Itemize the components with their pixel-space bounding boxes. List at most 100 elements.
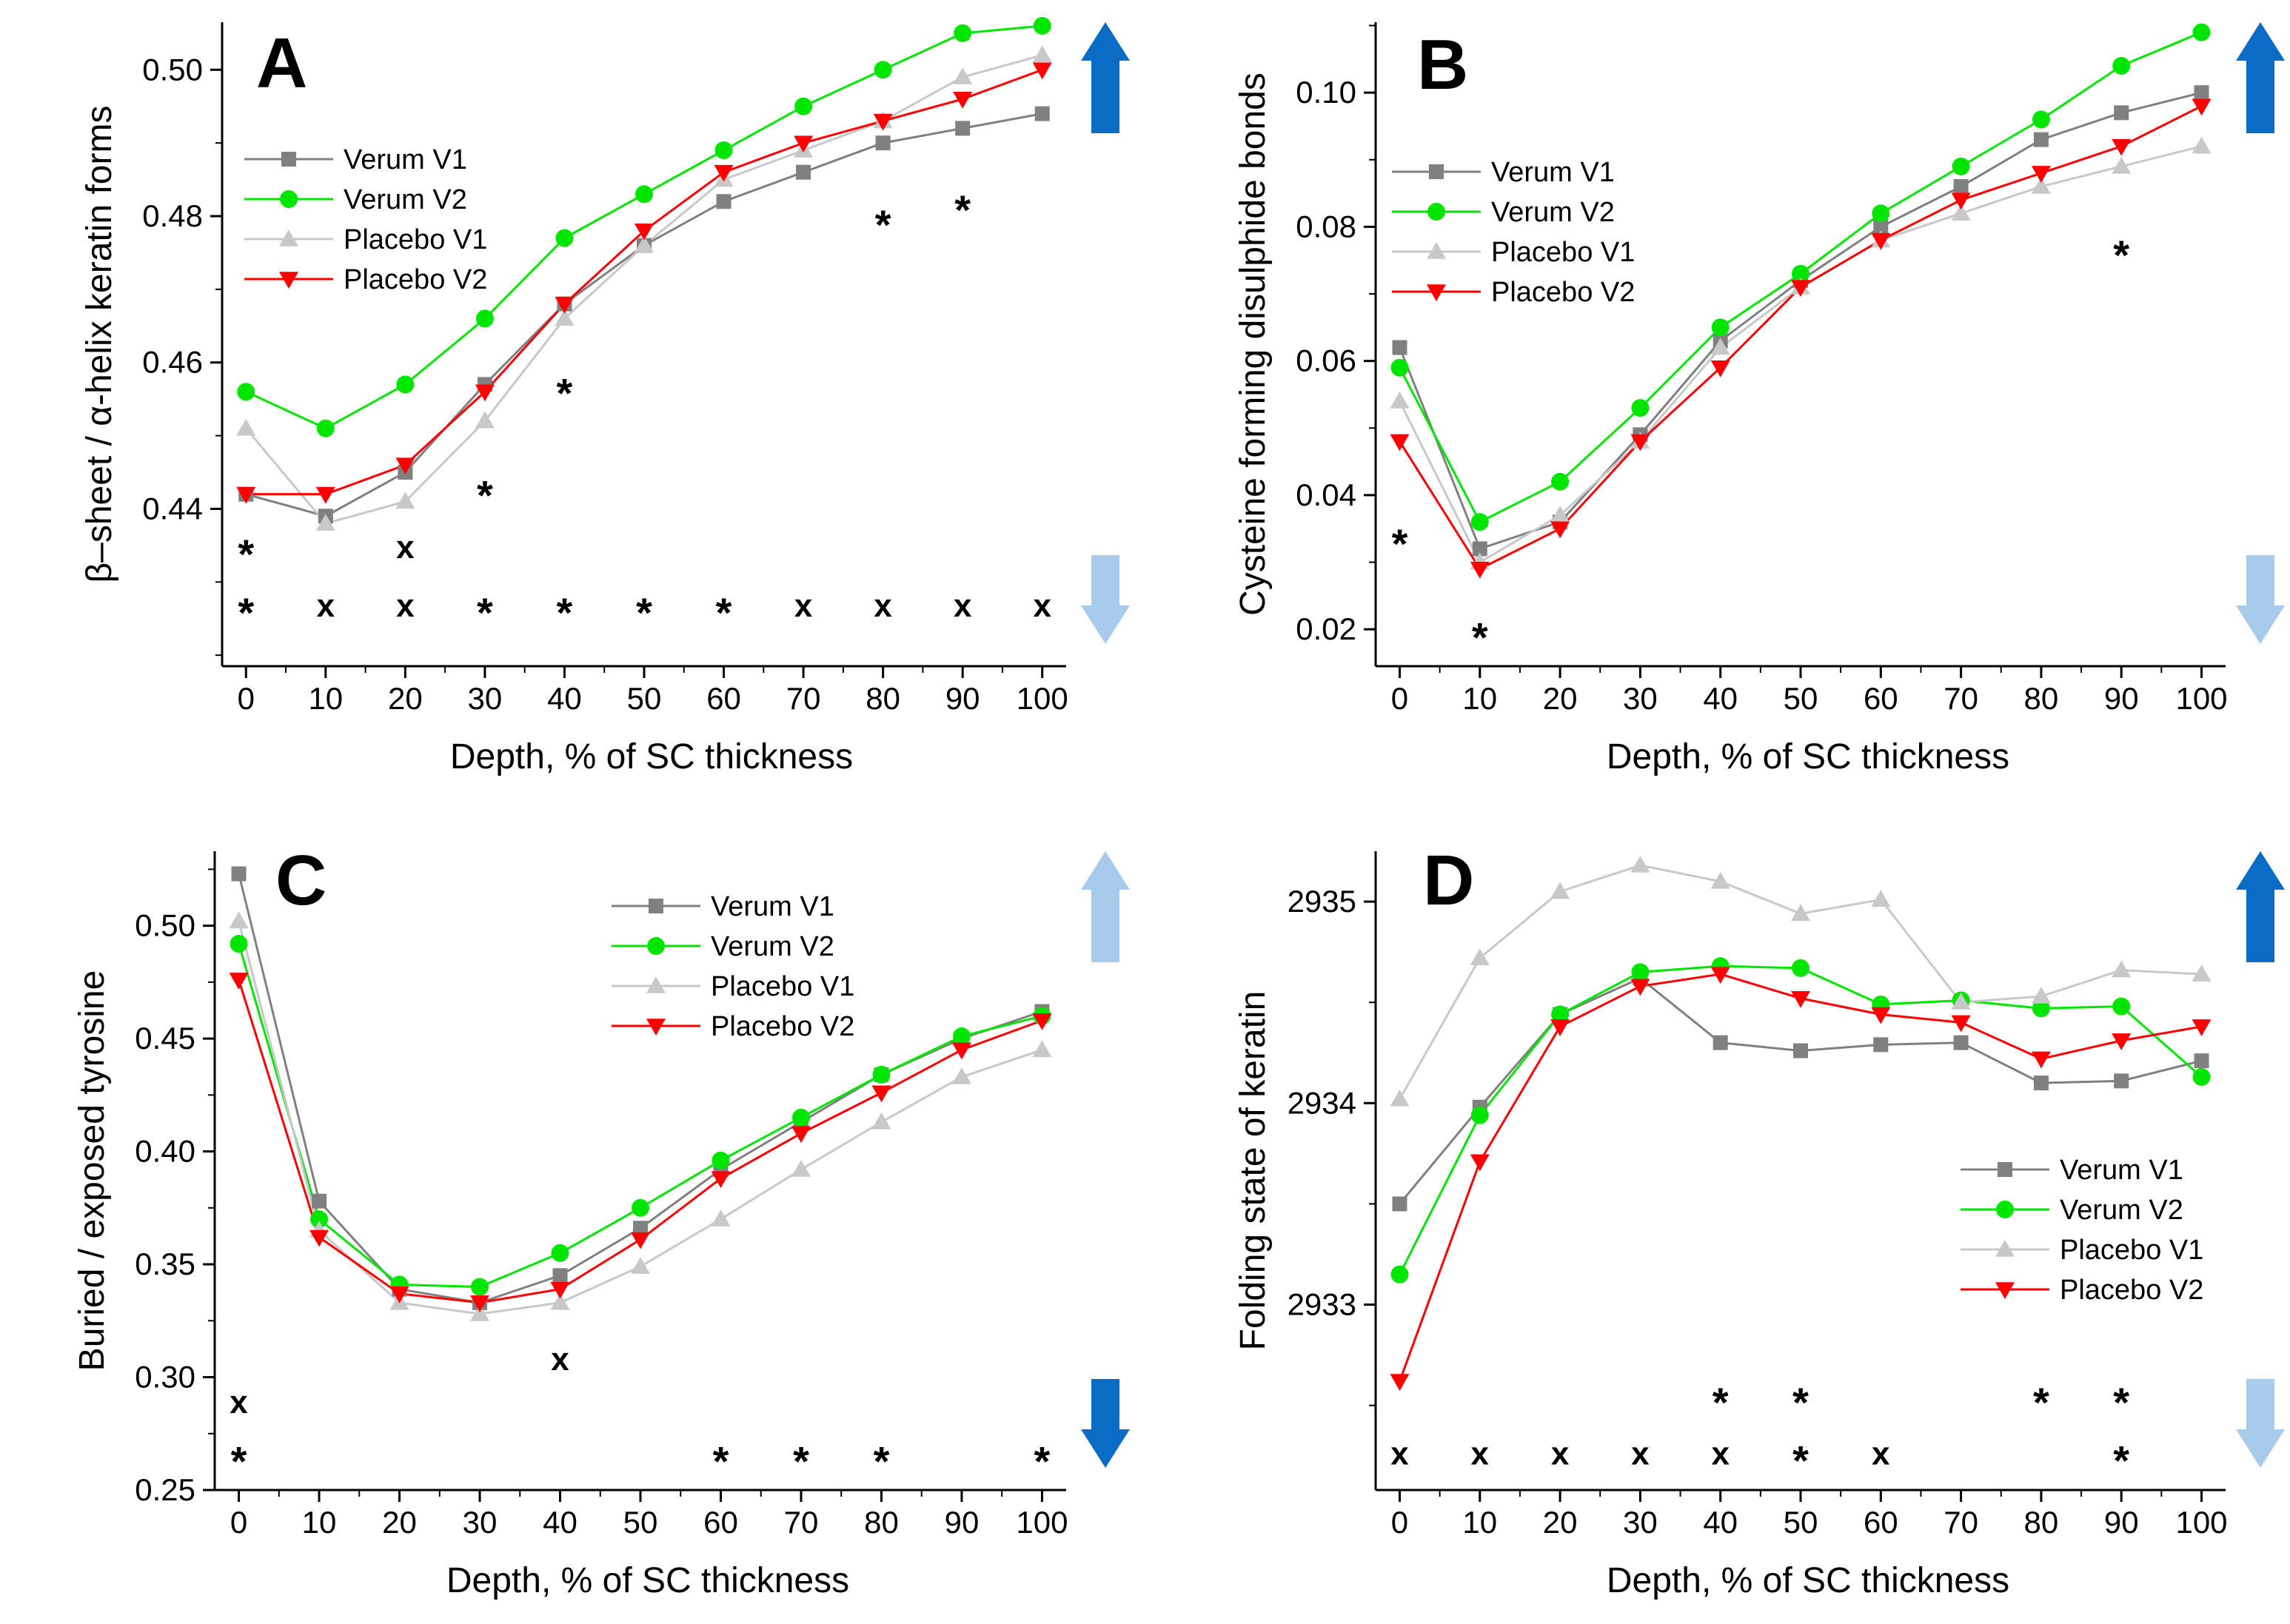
- data-point-verum-v2: [316, 419, 335, 437]
- data-point-verum-v2: [2112, 997, 2131, 1016]
- x-tick-label: 10: [308, 681, 343, 716]
- data-point-verum-v2: [952, 1027, 971, 1046]
- legend-marker: [1996, 1201, 2014, 1218]
- significance-marker: *: [477, 589, 493, 636]
- significance-marker: *: [2033, 1379, 2049, 1426]
- significance-marker: x: [874, 588, 892, 624]
- x-axis-title: Depth, % of SC thickness: [446, 1561, 849, 1600]
- x-tick-label: 90: [2104, 681, 2139, 716]
- x-tick-label: 70: [1944, 1505, 1978, 1540]
- data-point-placebo-v1: [315, 514, 335, 531]
- x-tick-label: 50: [1784, 681, 1818, 716]
- data-point-placebo-v1: [953, 67, 973, 84]
- data-point-verum-v2: [2032, 999, 2050, 1018]
- y-tick-label: 0.45: [135, 1021, 195, 1056]
- x-tick-label: 20: [382, 1505, 417, 1540]
- legend-marker: [1998, 1162, 2012, 1177]
- data-point-verum-v2: [1711, 318, 1730, 337]
- x-tick-label: 100: [2175, 1505, 2227, 1540]
- significance-marker: *: [713, 1437, 729, 1484]
- data-point-placebo-v1: [475, 411, 495, 429]
- x-tick-label: 40: [1703, 1505, 1738, 1540]
- x-tick-label: 30: [1623, 681, 1658, 716]
- data-point-placebo-v2: [2112, 1033, 2132, 1050]
- y-tick-label: 2935: [1288, 884, 1356, 919]
- data-point-verum-v1: [1873, 1037, 1889, 1053]
- legend: Verum V1 Verum V2 Placebo V1 Placebo V2: [244, 144, 487, 295]
- data-point-verum-v2: [1390, 358, 1409, 377]
- x-tick-label: 40: [547, 681, 582, 716]
- y-tick-label: 0.48: [142, 198, 203, 233]
- data-point-placebo-v2: [2192, 98, 2212, 116]
- significance-marker: x: [1711, 1436, 1730, 1472]
- data-point-placebo-v2: [1871, 232, 1891, 250]
- data-point-verum-v1: [1392, 340, 1407, 355]
- x-tick-label: 40: [543, 1505, 577, 1540]
- series-line-placebo-v1: [238, 921, 1042, 1315]
- x-tick-label: 0: [238, 681, 255, 716]
- data-point-placebo-v1: [631, 1257, 650, 1274]
- significance-marker: *: [2113, 232, 2129, 278]
- x-tick-label: 60: [703, 1505, 738, 1540]
- data-point-verum-v2: [794, 97, 813, 115]
- data-point-verum-v2: [551, 1244, 569, 1262]
- legend-marker: [1427, 284, 1446, 301]
- x-axis-title: Depth, % of SC thickness: [450, 737, 853, 776]
- legend-label: Verum V1: [711, 891, 834, 922]
- data-point-placebo-v2: [791, 1126, 811, 1144]
- data-point-verum-v2: [237, 383, 255, 401]
- data-point-placebo-v1: [395, 491, 415, 509]
- y-tick-label: 0.10: [1296, 75, 1356, 110]
- data-point-verum-v2: [1631, 399, 1650, 417]
- x-tick-label: 20: [1543, 1505, 1578, 1540]
- data-point-verum-v1: [231, 866, 247, 882]
- data-point-placebo-v2: [953, 92, 973, 109]
- significance-marker: x: [1471, 1436, 1490, 1472]
- legend-label: Verum V2: [1491, 197, 1615, 228]
- significance-marker: x: [1551, 1436, 1570, 1472]
- data-point-placebo-v2: [2112, 138, 2132, 156]
- y-tick-label: 0.40: [135, 1134, 195, 1169]
- data-point-placebo-v1: [1390, 1089, 1410, 1107]
- data-point-verum-v1: [1953, 1035, 1969, 1050]
- arrow-up-icon: [2236, 851, 2285, 962]
- data-point-verum-v2: [1551, 1005, 1570, 1024]
- significance-marker: *: [557, 369, 573, 416]
- data-point-placebo-v2: [1871, 1007, 1891, 1024]
- data-point-placebo-v2: [1390, 1374, 1410, 1391]
- data-point-verum-v2: [714, 141, 733, 160]
- significance-marker: x: [1033, 588, 1051, 624]
- data-point-placebo-v2: [711, 1171, 731, 1189]
- data-point-verum-v2: [635, 185, 653, 204]
- legend-label: Placebo V1: [344, 224, 487, 255]
- legend-label: Placebo V1: [2060, 1235, 2203, 1266]
- data-point-placebo-v2: [871, 1085, 891, 1103]
- x-tick-label: 50: [1784, 1505, 1818, 1540]
- data-point-placebo-v2: [1550, 521, 1570, 539]
- significance-marker: *: [557, 589, 573, 636]
- arrow-down-icon: [2236, 1379, 2285, 1468]
- arrow-up-icon: [1081, 22, 1130, 133]
- y-tick-label: 0.25: [135, 1472, 195, 1507]
- x-tick-label: 60: [1864, 681, 1898, 716]
- legend-marker: [1429, 164, 1444, 179]
- data-point-verum-v1: [2033, 1076, 2049, 1091]
- legend-label: Placebo V2: [2060, 1275, 2203, 1306]
- significance-marker: x: [551, 1341, 569, 1378]
- significance-marker: *: [2113, 1379, 2129, 1426]
- data-point-verum-v2: [1952, 157, 1970, 175]
- panel-letter: A: [256, 24, 307, 103]
- data-point-verum-v2: [632, 1198, 649, 1217]
- x-tick-label: 100: [2175, 681, 2227, 716]
- legend-marker: [281, 152, 296, 167]
- x-axis-title: Depth, % of SC thickness: [1607, 737, 2009, 776]
- significance-marker: *: [238, 589, 254, 636]
- y-tick-label: 2934: [1288, 1085, 1356, 1120]
- y-tick-label: 2933: [1288, 1287, 1356, 1322]
- x-tick-label: 90: [945, 1505, 980, 1540]
- y-tick-label: 0.04: [1296, 477, 1356, 512]
- x-tick-label: 10: [302, 1505, 337, 1540]
- data-point-placebo-v1: [711, 1209, 731, 1227]
- data-point-placebo-v2: [389, 1286, 409, 1303]
